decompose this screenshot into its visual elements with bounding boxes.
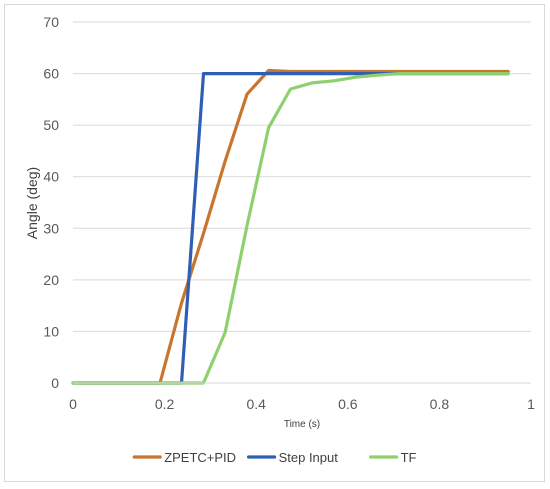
series-line-0: [71, 68, 510, 385]
y-tick-label: 70: [43, 14, 59, 30]
legend-label-0: ZPETC+PID: [164, 450, 236, 465]
legend: ZPETC+PID Step Input TF: [132, 450, 417, 465]
y-tick-label: 30: [43, 220, 59, 236]
x-tick-label: 0: [69, 396, 77, 412]
y-tick-label: 10: [43, 323, 59, 339]
legend-label-1: Step Input: [279, 450, 339, 465]
x-axis-ticks: 0 0.2 0.4 0.6 0.8 1: [69, 396, 535, 412]
legend-label-2: TF: [401, 450, 417, 465]
chart-area: [4, 4, 545, 482]
x-tick-label: 0.6: [338, 396, 358, 412]
y-tick-label: 40: [43, 169, 59, 185]
x-tick-label: 1: [527, 396, 535, 412]
series-line-2: [71, 71, 510, 385]
x-tick-label: 0.2: [155, 396, 175, 412]
y-tick-label: 0: [51, 375, 59, 391]
y-tick-label: 20: [43, 272, 59, 288]
series-lines: [71, 68, 510, 385]
x-tick-label: 0.8: [430, 396, 450, 412]
y-tick-label: 50: [43, 117, 59, 133]
x-axis-title: Time (s): [284, 419, 320, 430]
gridlines: [73, 21, 531, 332]
y-axis-title: Angle (deg): [24, 167, 40, 239]
y-axis-ticks: 0 10 20 30 40 50 60 70: [43, 14, 59, 391]
y-tick-label: 60: [43, 66, 59, 82]
x-tick-label: 0.4: [246, 396, 266, 412]
